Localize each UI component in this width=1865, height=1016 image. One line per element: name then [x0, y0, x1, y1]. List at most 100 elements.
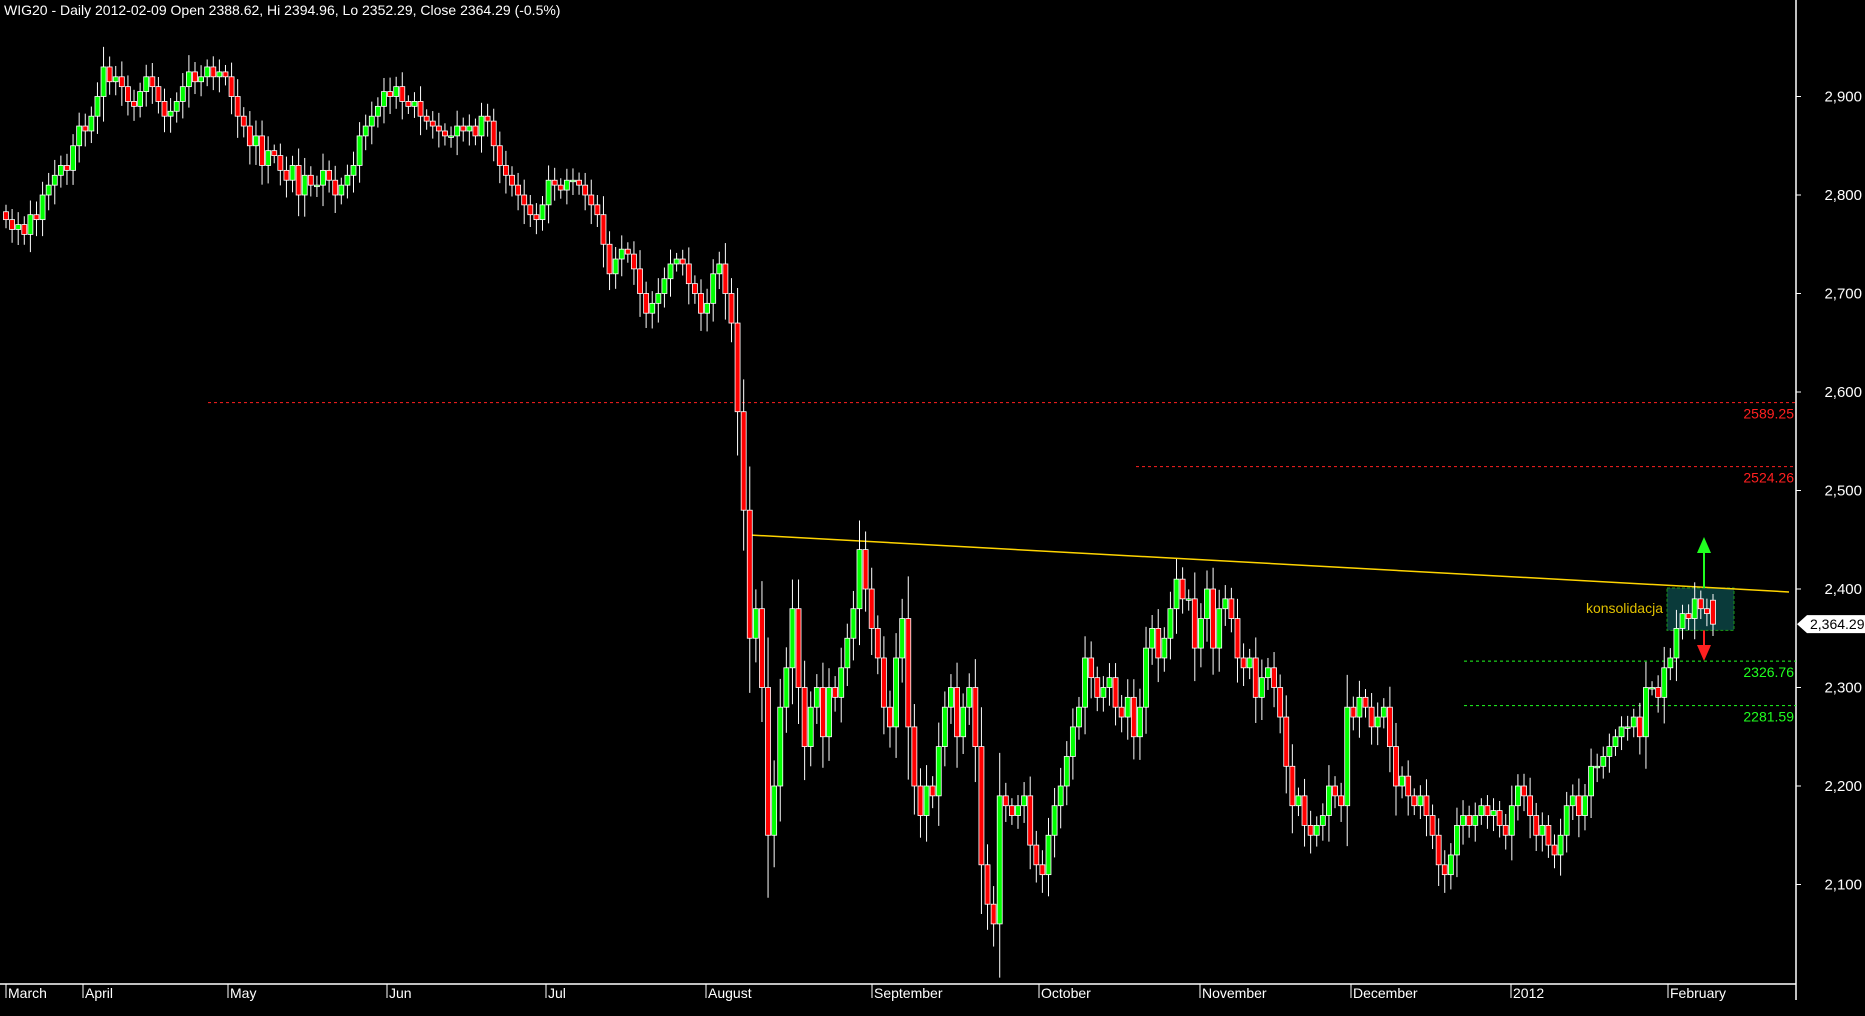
candle-body [1252, 657, 1259, 698]
candle-body [9, 219, 15, 230]
candle-body [1435, 834, 1442, 866]
candle-body [326, 169, 333, 181]
x-month-label: Jun [389, 985, 412, 1001]
candle-body [752, 608, 759, 639]
candle-body [1679, 613, 1686, 629]
candle-body [631, 253, 637, 270]
candle-body [466, 125, 473, 132]
candle-body [1198, 618, 1204, 649]
candle-body [179, 86, 186, 102]
candle-body [691, 283, 698, 294]
candle-body [1594, 765, 1601, 769]
candle-body [283, 169, 290, 181]
chart-title: WIG20 - Daily 2012-02-09 Open 2388.62, H… [4, 2, 561, 18]
candle-body [600, 214, 607, 245]
candle-body [1118, 706, 1125, 718]
candle-body [960, 706, 967, 738]
candle-body [527, 204, 534, 216]
candle-body [813, 687, 820, 708]
candle-body [868, 588, 875, 629]
candle-body [978, 746, 985, 866]
candle-body [429, 120, 436, 127]
candle-body [661, 278, 668, 294]
candle-body [27, 214, 34, 235]
y-tick-label: 2,600 [1824, 384, 1862, 401]
candle-body [1124, 696, 1131, 718]
candle-body [1179, 578, 1186, 600]
candle-body [551, 179, 558, 186]
candle-body [966, 687, 973, 708]
candle-body [1130, 696, 1137, 738]
candle-body [1636, 716, 1643, 738]
candle-body [1441, 864, 1448, 876]
x-month-label: March [8, 985, 47, 1001]
candle-body [1204, 588, 1210, 619]
candle-body [1429, 815, 1436, 836]
candle-body [1447, 854, 1454, 876]
candle-body [929, 785, 936, 797]
candle-body [765, 687, 771, 836]
candle-body [832, 687, 839, 698]
candle-body [76, 125, 83, 147]
annotation-label: konsolidacja [1586, 600, 1663, 616]
candle-body [880, 657, 887, 708]
candle-body [411, 101, 418, 107]
candle-body [15, 224, 22, 230]
candle-body [118, 76, 125, 88]
candle-body [1368, 706, 1375, 728]
level-label: 2281.59 [1743, 709, 1794, 725]
candle-body [228, 76, 235, 97]
candle-body [1405, 775, 1412, 797]
candle-body [899, 618, 906, 659]
candle-body [1515, 785, 1521, 807]
last-price-tag [1797, 615, 1865, 634]
candle-body [826, 687, 832, 738]
candle-body [1088, 657, 1095, 679]
candle-body [1289, 765, 1296, 807]
candle-body [1600, 756, 1607, 767]
candle-body [1502, 825, 1509, 836]
candle-body [295, 165, 302, 196]
candle-body [643, 293, 650, 314]
candle-body [1374, 716, 1381, 728]
candle-body [1338, 795, 1345, 807]
candle-body [173, 101, 180, 112]
candle-body [82, 125, 89, 132]
candle-body [478, 115, 485, 137]
candle-body [1173, 578, 1180, 610]
candle-body [1478, 805, 1485, 816]
candle-body [1386, 706, 1393, 748]
candle-body [1332, 785, 1338, 797]
candle-body [1466, 815, 1473, 826]
candle-body [1094, 677, 1101, 698]
candle-body [698, 293, 704, 314]
candle-body [362, 125, 369, 137]
x-month-label: April [85, 985, 113, 1001]
candle-body [88, 115, 95, 132]
candle-body [460, 125, 467, 132]
candle-body [1454, 825, 1460, 856]
y-tick-label: 2,100 [1824, 877, 1862, 894]
candle-body [1521, 785, 1527, 797]
candle-body [1167, 608, 1174, 639]
down-arrow-icon [1697, 645, 1711, 661]
candle-body [1112, 677, 1119, 708]
candle-body [143, 76, 150, 92]
candle-body [399, 86, 406, 102]
x-month-label: October [1041, 985, 1091, 1001]
candle-body [393, 86, 400, 97]
candle-body [1643, 687, 1649, 738]
candle-body [637, 268, 643, 294]
candle-body [1393, 746, 1399, 787]
candle-body [271, 150, 278, 157]
candle-body [521, 194, 528, 206]
candle-body [125, 86, 131, 102]
candle-body [368, 115, 375, 127]
candle-body [1423, 795, 1430, 816]
candle-body [1271, 667, 1277, 688]
candle-body [1575, 795, 1582, 816]
candle-body [57, 165, 64, 176]
candle-body [1069, 726, 1076, 757]
candle-body [1697, 598, 1704, 610]
